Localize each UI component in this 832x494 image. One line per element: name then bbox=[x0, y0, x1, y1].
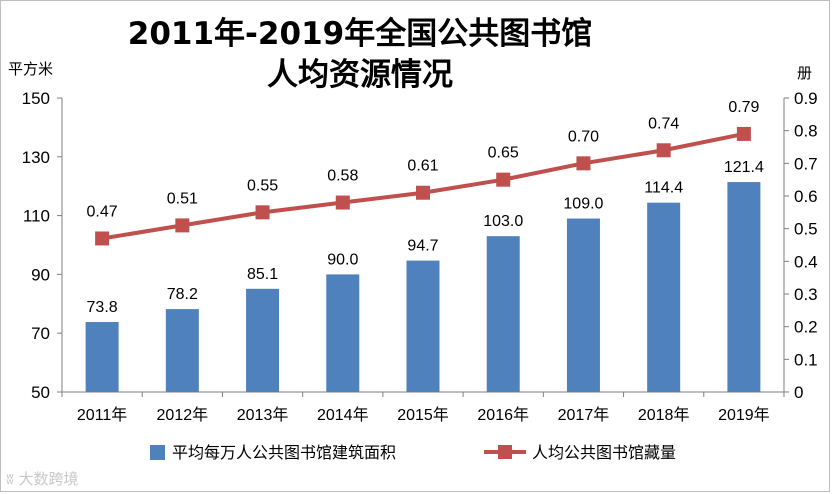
x-tick-label: 2018年 bbox=[638, 406, 690, 424]
right-tick-label: 0.9 bbox=[794, 89, 818, 108]
right-tick-label: 0.6 bbox=[794, 187, 818, 206]
bar-data-label: 121.4 bbox=[724, 159, 764, 176]
bar-data-label: 78.2 bbox=[167, 286, 198, 303]
line-data-label: 0.55 bbox=[247, 177, 278, 194]
left-tick-label: 130 bbox=[22, 148, 50, 167]
line-point bbox=[416, 185, 430, 200]
chart-title: 2011年-2019年全国公共图书馆 人均资源情况 bbox=[95, 14, 625, 96]
bar bbox=[566, 218, 600, 392]
x-tick-label: 2015年 bbox=[397, 406, 449, 424]
right-tick-label: 0.1 bbox=[794, 350, 818, 369]
bar-data-label: 94.7 bbox=[407, 238, 438, 255]
bar bbox=[326, 274, 360, 392]
line-data-label: 0.47 bbox=[87, 203, 118, 220]
line-point bbox=[496, 172, 511, 187]
bar bbox=[406, 260, 440, 392]
legend-line-marker bbox=[498, 445, 512, 459]
x-tick-label: 2013年 bbox=[237, 406, 289, 424]
left-tick-label: 50 bbox=[31, 383, 50, 402]
right-tick-label: 0 bbox=[794, 383, 803, 402]
right-tick-label: 0.2 bbox=[794, 318, 818, 337]
bar-data-label: 103.0 bbox=[483, 213, 523, 230]
chart-title-line1: 2011年-2019年全国公共图书馆 bbox=[127, 16, 593, 52]
line-data-label: 0.61 bbox=[407, 158, 438, 175]
line-data-label: 0.70 bbox=[568, 128, 599, 145]
line-data-label: 0.51 bbox=[167, 190, 198, 207]
right-tick-label: 0.7 bbox=[794, 154, 818, 173]
chart-title-line2: 人均资源情况 bbox=[267, 57, 453, 93]
legend-line-label: 人均公共图书馆藏量 bbox=[532, 444, 676, 462]
x-tick-label: 2014年 bbox=[317, 406, 369, 424]
legend-bar-label: 平均每万人公共图书馆建筑面积 bbox=[172, 444, 396, 462]
bar-data-label: 73.8 bbox=[87, 299, 118, 316]
line-point bbox=[736, 126, 751, 141]
line-data-label: 0.58 bbox=[327, 168, 358, 185]
legend-bar-swatch bbox=[150, 445, 165, 460]
left-axis-unit: 平方米 bbox=[8, 60, 54, 78]
left-tick-label: 90 bbox=[31, 265, 50, 284]
watermark-icon: ʬ bbox=[6, 470, 14, 488]
bar bbox=[85, 322, 119, 392]
left-tick-label: 110 bbox=[23, 207, 50, 226]
bar bbox=[165, 309, 199, 392]
x-tick-label: 2012年 bbox=[157, 406, 209, 424]
right-tick-label: 0.8 bbox=[794, 122, 818, 141]
right-tick-label: 0.3 bbox=[794, 285, 818, 304]
right-tick-label: 0.5 bbox=[794, 220, 818, 239]
line-point bbox=[335, 195, 350, 210]
x-tick-label: 2011年 bbox=[77, 406, 127, 424]
watermark-logo: ʬ 大数跨境 bbox=[6, 468, 79, 489]
line-point bbox=[656, 143, 671, 158]
right-tick-label: 0.4 bbox=[794, 252, 818, 271]
line-data-label: 0.74 bbox=[648, 115, 679, 132]
bar bbox=[486, 236, 520, 392]
bar-data-label: 109.0 bbox=[563, 196, 603, 213]
line-data-label: 0.65 bbox=[488, 145, 519, 162]
line-point bbox=[255, 205, 270, 220]
right-axis-unit: 册 bbox=[797, 64, 813, 82]
left-tick-label: 150 bbox=[22, 89, 50, 108]
line-point bbox=[576, 156, 591, 171]
line-point bbox=[95, 231, 110, 246]
bar-data-label: 90.0 bbox=[327, 251, 358, 268]
bar-data-label: 85.1 bbox=[247, 266, 278, 283]
line-data-label: 0.79 bbox=[728, 99, 759, 116]
x-tick-label: 2017年 bbox=[558, 406, 610, 424]
x-tick-label: 2019年 bbox=[718, 406, 770, 424]
watermark-text: 大数跨境 bbox=[18, 470, 79, 488]
left-tick-label: 70 bbox=[31, 324, 50, 343]
bar bbox=[727, 182, 761, 392]
bar bbox=[647, 202, 681, 392]
bar bbox=[246, 288, 280, 392]
bar-data-label: 114.4 bbox=[644, 180, 683, 197]
x-tick-label: 2016年 bbox=[477, 406, 529, 424]
line-point bbox=[175, 218, 190, 233]
